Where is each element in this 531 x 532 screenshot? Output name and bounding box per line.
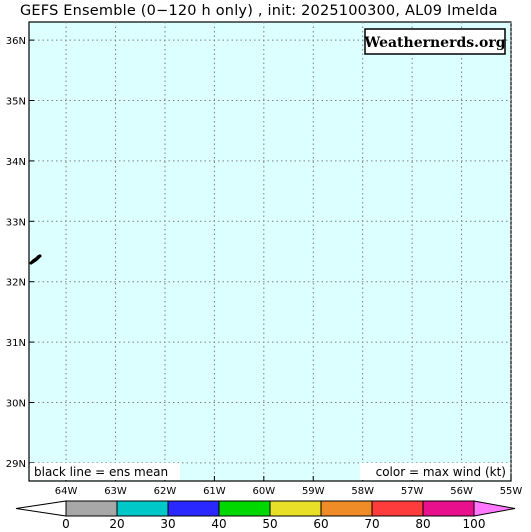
lat-label: 32N [6,278,26,289]
lon-label: 60W [253,486,276,497]
note-left: black line = ens mean [34,465,168,479]
colorbar-tick-label: 30 [160,517,175,531]
latitude-labels: 36N 35N 34N 33N 32N 31N 30N 29N [6,36,26,470]
colorbar-tick-label: 0 [62,517,70,531]
grid-lines [29,22,512,481]
colorbar-segment [269,500,322,517]
lon-label: 62W [154,486,177,497]
lon-label: 58W [351,486,374,497]
lat-label: 36N [6,36,26,47]
colorbar-segment [65,500,118,517]
colorbar-tick-label: 50 [262,517,277,531]
colorbar-tick-label: 20 [109,517,124,531]
note-right: color = max wind (kt) [376,465,506,479]
colorbar-tick-label: 100 [463,517,486,531]
lat-label: 29N [6,459,26,470]
map-title: GEFS Ensemble (0−120 h only) , init: 202… [20,3,498,19]
colorbar-tick-label: 70 [364,517,379,531]
lat-label: 30N [6,398,26,409]
colorbar-segment [473,500,516,517]
lat-label: 35N [6,97,26,108]
note-right-box: color = max wind (kt) [360,463,510,480]
colorbar-segment [167,500,220,517]
wind-colorbar [15,500,516,517]
lon-label: 63W [104,486,127,497]
ocean-area [28,21,512,482]
colorbar-segment [320,500,373,517]
lon-label: 61W [203,486,226,497]
colorbar-tick-label: 80 [415,517,430,531]
colorbar-segment [371,500,424,517]
lon-label: 57W [401,486,424,497]
lon-label: 56W [450,486,473,497]
lat-label: 31N [6,338,26,349]
lon-label: 59W [302,486,325,497]
colorbar-segment [15,500,67,517]
lon-label: 64W [55,486,78,497]
note-left-box: black line = ens mean [30,463,180,480]
colorbar-tick-label: 60 [313,517,328,531]
colorbar-tick-label: 40 [211,517,226,531]
bermuda-island [29,254,42,265]
longitude-labels: 64W 63W 62W 61W 60W 59W 58W 57W 56W 55W [55,486,523,497]
colorbar-segment [116,500,169,517]
lat-label: 33N [6,217,26,228]
colorbar-segment [422,500,475,517]
colorbar-segment [218,500,271,517]
lon-label: 55W [500,486,523,497]
branding-text: Weathernerds.org [364,35,506,51]
colorbar-tick-labels: 0 20 30 40 50 60 70 80 100 [62,517,485,531]
branding-box: Weathernerds.org [364,28,506,55]
lat-label: 34N [6,157,26,168]
